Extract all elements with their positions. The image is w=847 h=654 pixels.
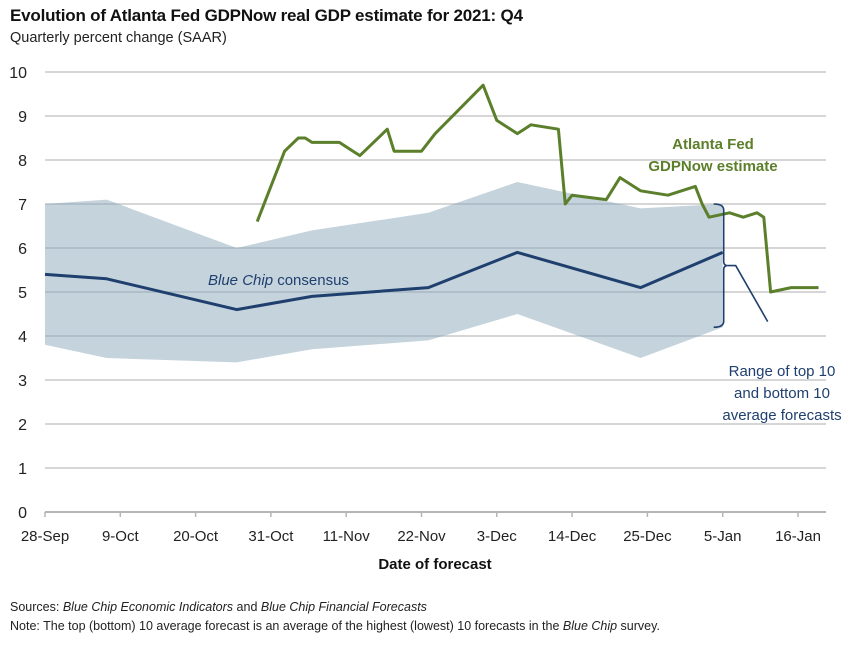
- blue-chip-consensus-line: [44, 250, 724, 312]
- gridlines: [45, 71, 826, 469]
- x-tick-label: 22-Nov: [397, 528, 446, 545]
- note-footnote: Note: The top (bottom) 10 average foreca…: [10, 619, 660, 633]
- note-text-1: The top (bottom) 10 average forecast is …: [39, 619, 563, 633]
- x-tick-label: 11-Nov: [323, 528, 371, 545]
- gdpnow-annotation-line: Atlanta Fed: [672, 136, 754, 153]
- x-tick-label: 9-Oct: [102, 528, 140, 545]
- note-italic: Blue Chip: [562, 619, 618, 633]
- x-tick-label: 28-Sep: [21, 528, 69, 545]
- y-tick-label: 10: [9, 65, 27, 82]
- chart-title: Evolution of Atlanta Fed GDPNow real GDP…: [10, 6, 523, 25]
- consensus-annotation-rest: consensus: [273, 272, 349, 289]
- y-tick-label: 5: [18, 285, 27, 302]
- y-tick-label: 9: [18, 109, 27, 126]
- x-tick-label: 14-Dec: [548, 528, 597, 545]
- range-band: [45, 182, 723, 363]
- sources-and: and: [233, 600, 261, 614]
- range-leader-line: [727, 264, 769, 322]
- consensus-annotation: Blue Chip consensus: [208, 272, 349, 289]
- sources-publication-1: Blue Chip Economic Indicators: [62, 600, 234, 614]
- y-tick-label: 6: [18, 241, 27, 258]
- y-tick-label: 8: [18, 153, 27, 170]
- note-label: Note:: [10, 619, 40, 633]
- sources-publication-2: Blue Chip Financial Forecasts: [260, 600, 427, 614]
- y-tick-label: 7: [18, 197, 27, 214]
- y-tick-label: 0: [18, 505, 27, 522]
- consensus-annotation-italic: Blue Chip: [208, 272, 273, 289]
- annotations: Atlanta Fed GDPNow estimate Blue Chip cons…: [208, 136, 842, 424]
- x-tick-label: 20-Oct: [173, 528, 219, 545]
- sources-footnote: Sources: Blue Chip Economic Indicators a…: [10, 600, 427, 614]
- y-tick-label: 2: [18, 417, 27, 434]
- y-tick-label: 4: [18, 329, 27, 346]
- y-axis-ticks: 0 1 2 3 4 5 6 7 8 9 10: [9, 65, 27, 522]
- note-text-2: survey.: [617, 619, 660, 633]
- sources-label: Sources:: [10, 600, 60, 614]
- range-annotation-line: average forecasts: [722, 407, 841, 424]
- x-tick-label: 16-Jan: [775, 528, 821, 545]
- y-tick-label: 3: [18, 373, 27, 390]
- atlanta-fed-gdpnow-estimate-line: [255, 83, 819, 294]
- x-tick-label: 31-Oct: [248, 528, 294, 545]
- x-axis: 28-Sep 9-Oct 20-Oct 31-Oct 11-Nov 22-Nov 3-Dec…: [21, 511, 826, 573]
- x-tick-label: 3-Dec: [477, 528, 518, 545]
- x-axis-title: Date of forecast: [378, 556, 491, 573]
- y-tick-label: 1: [18, 461, 27, 478]
- blue-chip-range-area: [45, 182, 723, 363]
- range-annotation-line: Range of top 10: [729, 363, 836, 380]
- x-tick-label: 5-Jan: [704, 528, 742, 545]
- x-tick-label: 25-Dec: [623, 528, 672, 545]
- gdpnow-annotation-line: GDPNow estimate: [648, 158, 777, 175]
- range-annotation-line: and bottom 10: [734, 385, 830, 402]
- chart-subtitle: Quarterly percent change (SAAR): [10, 30, 227, 46]
- series-lines: [44, 83, 819, 312]
